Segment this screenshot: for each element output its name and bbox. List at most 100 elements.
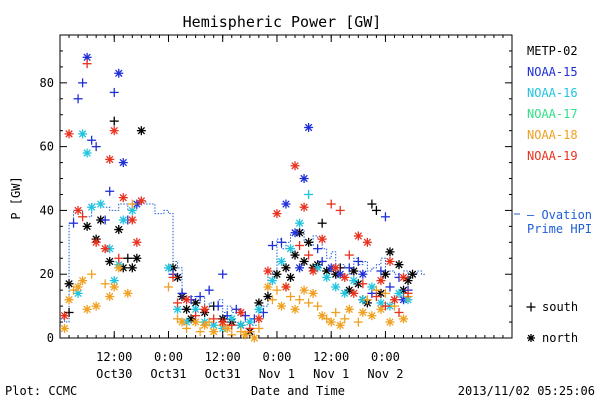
data-point-north: [114, 263, 124, 273]
x-axis-label: Date and Time: [251, 384, 345, 398]
data-point-north: [191, 317, 201, 327]
x-tick-label-date: Nov 1: [313, 367, 349, 381]
data-point-north: [114, 68, 124, 78]
data-point-south: [367, 199, 377, 209]
y-tick-label: 0: [47, 331, 54, 345]
data-point-north: [313, 263, 323, 273]
data-point-south: [64, 307, 74, 317]
data-point-north: [105, 154, 115, 164]
data-point-north: [376, 276, 386, 286]
data-point-south: [358, 279, 368, 289]
data-point-north: [399, 314, 409, 324]
data-point-south: [295, 241, 305, 251]
data-point-south: [362, 295, 372, 305]
data-point-south: [100, 279, 110, 289]
data-point-south: [335, 205, 345, 215]
x-tick-label-time: 0:00: [154, 350, 183, 364]
data-point-north: [290, 250, 300, 260]
data-point-north: [136, 126, 146, 136]
data-point-north: [218, 317, 228, 327]
data-point-north: [349, 288, 359, 298]
data-point-south: [322, 314, 332, 324]
data-point-north: [367, 282, 377, 292]
data-point-north: [114, 225, 124, 235]
data-point-north: [91, 301, 101, 311]
data-point-north: [222, 323, 232, 333]
data-point-south: [222, 311, 232, 321]
data-point-north: [64, 279, 74, 289]
footer-timestamp: 2013/11/02 05:25:06: [458, 384, 595, 398]
data-point-south: [371, 205, 381, 215]
data-point-north: [82, 304, 92, 314]
data-point-south: [394, 307, 404, 317]
data-point-north: [240, 330, 250, 340]
x-tick-label-date: Oct30: [96, 367, 132, 381]
data-point-south: [236, 327, 246, 337]
data-point-south: [195, 327, 205, 337]
data-point-north: [344, 285, 354, 295]
data-point-north: [127, 215, 137, 225]
data-point-south: [100, 215, 110, 225]
data-point-north: [394, 288, 404, 298]
data-point-south: [87, 135, 97, 145]
legend-entry-metp-02: METP-02: [527, 44, 578, 58]
data-point-north: [389, 295, 399, 305]
legend-south-label: south: [542, 300, 578, 314]
data-point-north: [127, 205, 137, 215]
data-point-south: [218, 269, 228, 279]
data-point-north: [132, 237, 142, 247]
legend-entry-noaa-17: NOAA-17: [527, 107, 578, 121]
data-point-north: [64, 129, 74, 139]
data-point-north: [308, 288, 318, 298]
y-tick-label: 20: [40, 267, 54, 281]
data-point-north: [118, 158, 128, 168]
data-point-north: [96, 199, 106, 209]
ovation-hpi-layer: [60, 200, 427, 326]
data-point-north: [73, 282, 83, 292]
data-point-south: [313, 301, 323, 311]
ovation-hpi-line: [60, 200, 427, 326]
data-point-south: [331, 307, 341, 317]
data-point-north: [376, 304, 386, 314]
data-point-north: [263, 266, 273, 276]
legend-entry-noaa-18: NOAA-18: [527, 128, 578, 142]
data-point-north: [177, 317, 187, 327]
data-point-north: [353, 231, 363, 241]
data-point-north: [263, 282, 273, 292]
data-point-south: [326, 199, 336, 209]
data-point-north: [290, 161, 300, 171]
data-point-north: [349, 276, 359, 286]
data-point-south: [209, 314, 219, 324]
data-point-north: [60, 323, 70, 333]
data-point-south: [353, 317, 363, 327]
data-point-south: [69, 285, 79, 295]
data-point-south: [286, 292, 296, 302]
legend-entry-noaa-19: NOAA-19: [527, 149, 578, 163]
x-tick-label-date: Oct31: [205, 367, 241, 381]
data-point-north: [349, 266, 359, 276]
data-point-north: [317, 311, 327, 321]
data-point-north: [408, 269, 418, 279]
data-point-north: [367, 311, 377, 321]
data-point-north: [326, 317, 336, 327]
series-noaa-16: [73, 129, 413, 333]
data-point-north: [200, 320, 210, 330]
data-point-south: [173, 314, 183, 324]
legend-ovation-label: – Ovation: [527, 208, 592, 222]
data-point-north: [245, 317, 255, 327]
data-point-south: [267, 295, 277, 305]
data-point-north: [380, 269, 390, 279]
data-point-south: [109, 87, 119, 97]
data-point-north: [358, 307, 368, 317]
footer-plot-credit: Plot: CCMC: [5, 384, 77, 398]
data-point-north: [82, 148, 92, 158]
data-point-south: [380, 212, 390, 222]
data-point-south: [317, 256, 327, 266]
data-point-south: [353, 256, 363, 266]
data-point-south: [304, 250, 314, 260]
data-point-north: [286, 272, 296, 282]
data-point-north: [182, 304, 192, 314]
legend-ovation-label-2: Prime HPI: [527, 222, 592, 236]
data-point-north: [109, 282, 119, 292]
data-point-north: [200, 304, 210, 314]
